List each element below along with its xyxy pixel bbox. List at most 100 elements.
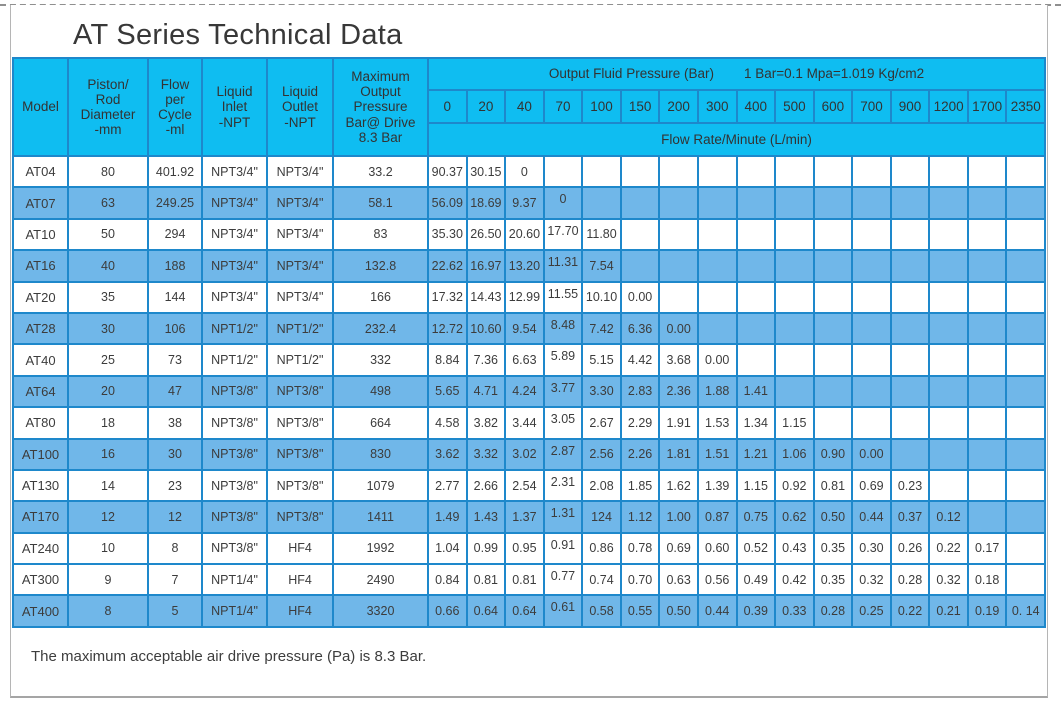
flow-value-cell: 2.56 — [581, 437, 622, 471]
flow-value-cell: 0.39 — [735, 594, 777, 628]
flow-value-cell: 18.69 — [465, 186, 507, 220]
piston-cell: 10 — [67, 531, 149, 566]
column-header-line: Piston/ — [87, 76, 129, 92]
column-header-line: Rod — [95, 91, 121, 107]
flow-value-cell: 22.62 — [427, 249, 468, 283]
flow-cycle-cell: 401.92 — [147, 154, 203, 189]
flow-value-cell — [851, 343, 892, 377]
flow-value-cell: 4.42 — [619, 343, 661, 377]
flow-value-cell — [735, 186, 777, 220]
flow-value-cell — [928, 217, 969, 252]
piston-cell: 9 — [67, 563, 149, 597]
flow-value-cell — [1005, 154, 1046, 189]
flow-value-cell: 0.78 — [619, 531, 661, 566]
flow-value-cell: 1.39 — [696, 468, 738, 503]
piston-cell: 30 — [67, 311, 149, 346]
flow-value-cell — [735, 280, 777, 314]
flow-value-cell: 4.24 — [504, 374, 545, 409]
flow-value-cell: 0.25 — [851, 594, 892, 628]
flow-value-cell — [889, 249, 931, 283]
flow-value-cell — [1005, 563, 1046, 597]
flow-value-cell — [774, 217, 815, 252]
footnote: The maximum acceptable air drive pressur… — [31, 647, 427, 665]
flow-cycle-cell: 294 — [147, 217, 203, 252]
column-header-line: Liquid — [216, 84, 253, 100]
flow-value-cell: 0.75 — [735, 500, 777, 534]
flow-value-cell: 30.15 — [465, 154, 507, 189]
flow-value-cell: 0.00 — [696, 343, 738, 377]
flow-value-cell: 0.49 — [735, 563, 777, 597]
flow-value-cell: 2.54 — [504, 468, 545, 503]
flow-value-cell: 1.49 — [427, 500, 468, 534]
flow-cycle-cell: 23 — [147, 468, 203, 503]
page-title: AT Series Technical Data — [73, 19, 403, 51]
flow-value-cell — [966, 249, 1008, 283]
flow-value-cell: 1.06 — [774, 437, 815, 471]
flow-value-cell: 0.63 — [658, 563, 699, 597]
flow-value-cell: 2.26 — [619, 437, 661, 471]
flow-value-cell — [851, 311, 892, 346]
outlet-cell: NPT3/4" — [266, 280, 334, 314]
flow-cycle-cell: 144 — [147, 280, 203, 314]
model-cell: AT64 — [12, 374, 69, 409]
flow-cycle-cell: 73 — [147, 343, 203, 377]
table-row: AT300 9 7 NPT1/4" HF4 2490 0.84 0.81 0.81 0.77 0.7… — [12, 563, 1046, 597]
inlet-cell: NPT3/4" — [201, 217, 268, 252]
flow-value-cell — [812, 217, 854, 252]
flow-value-cell — [851, 374, 892, 409]
pressure-column-100: 100 — [581, 89, 622, 124]
flow-value-cell: 2.67 — [581, 406, 622, 440]
flow-value-cell — [696, 186, 738, 220]
flow-value-cell: 5.65 — [427, 374, 468, 409]
model-cell: AT300 — [12, 563, 69, 597]
flow-value-cell — [966, 280, 1008, 314]
flow-value-cell: 2.08 — [581, 468, 622, 503]
flow-value-cell — [735, 154, 777, 189]
flow-value-cell: 1.00 — [658, 500, 699, 534]
max-output-cell: 33.2 — [332, 154, 429, 189]
flow-value-cell: 0.81 — [465, 563, 507, 597]
outlet-cell: NPT3/8" — [266, 468, 334, 503]
flow-value-cell: 17.70 — [542, 217, 584, 252]
max-output-cell: 58.1 — [332, 186, 429, 220]
table-row: AT07 63 249.25 NPT3/4" NPT3/4" 58.1 56.09 18.69… — [12, 186, 1046, 220]
flow-value-cell: 0.74 — [581, 563, 622, 597]
flow-value-cell — [774, 311, 815, 346]
flow-value-cell: 0.00 — [619, 280, 661, 314]
table-row: AT130 14 23 NPT3/8" NPT3/8" 1079 2.77 2.66 2.54 2… — [12, 468, 1046, 503]
flow-cycle-cell: 30 — [147, 437, 203, 471]
flow-value-cell: 2.87 — [542, 437, 584, 471]
column-header-line: Liquid — [281, 84, 319, 100]
flow-value-cell — [774, 154, 815, 189]
max-output-cell: 3320 — [332, 594, 429, 628]
model-cell: AT100 — [12, 437, 69, 471]
column-header-line: Cycle — [158, 107, 192, 122]
flow-value-cell — [1005, 406, 1046, 440]
flow-value-cell — [889, 280, 931, 314]
flow-value-cell: 0.21 — [928, 594, 969, 628]
flow-value-cell — [696, 280, 738, 314]
flow-value-cell: 2.77 — [427, 468, 468, 503]
flow-value-cell — [735, 311, 777, 346]
flow-value-cell — [1005, 280, 1046, 314]
flow-value-cell — [851, 217, 892, 252]
flow-value-cell — [851, 154, 892, 189]
flow-value-cell — [889, 217, 931, 252]
flow-value-cell — [696, 311, 738, 346]
flow-value-cell: 10.60 — [465, 311, 507, 346]
outlet-cell: NPT3/4" — [266, 154, 334, 189]
flow-value-cell: 20.60 — [504, 217, 545, 252]
inlet-cell: NPT1/4" — [201, 563, 268, 597]
flow-value-cell: 0.00 — [658, 311, 699, 346]
outlet-cell: NPT3/8" — [266, 500, 334, 534]
flow-value-cell: 2.83 — [619, 374, 661, 409]
flow-value-cell: 0.69 — [658, 531, 699, 566]
flow-value-cell — [1005, 217, 1046, 252]
column-header-line: Maximum — [351, 68, 410, 84]
flow-value-cell — [966, 500, 1008, 534]
column-header-piston-rod-diameter: Piston/Rod Diameter -mm — [67, 57, 149, 157]
flow-value-cell — [696, 217, 738, 252]
column-header-line: -mm — [94, 122, 122, 138]
flow-value-cell — [1005, 531, 1046, 566]
table-row: AT400 8 5 NPT1/4" HF4 3320 0.66 0.64 0.64 0.61 0.5… — [12, 594, 1046, 628]
